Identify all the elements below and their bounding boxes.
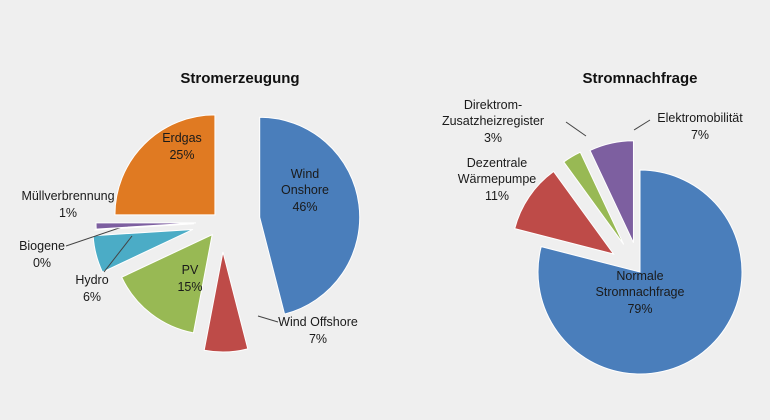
slice-label: PV xyxy=(181,263,199,277)
pie-slice xyxy=(203,251,249,353)
pie-slice xyxy=(92,228,194,273)
slice-value-label: 7% xyxy=(690,128,710,142)
pie-slice xyxy=(537,169,743,375)
leader-line xyxy=(103,235,133,273)
slice-label: Direktrom-Zusatzheizregister xyxy=(441,98,545,128)
slice-label: Normale Stromnachfrage xyxy=(595,269,685,299)
slice-label: Elektromobilität xyxy=(657,111,743,125)
slice-value-label: 46% xyxy=(292,200,318,214)
slice-value-label: 25% xyxy=(169,148,195,162)
leader-line xyxy=(565,121,587,137)
pie-slice xyxy=(121,233,213,334)
slice-label: Wind Onshore xyxy=(281,167,329,197)
chart-title: Stromerzeugung xyxy=(180,70,300,87)
slice-value-label: 79% xyxy=(627,302,653,316)
slice-label: Hydro xyxy=(75,273,109,287)
pie-slice xyxy=(589,140,634,243)
slice-value-label: 0% xyxy=(32,256,52,270)
slice-value-label: 1% xyxy=(58,206,78,220)
chart-title: Stromnachfrage xyxy=(582,70,698,87)
slice-label: Dezentrale Wärmepumpe xyxy=(457,156,537,186)
pie-slice xyxy=(514,170,615,255)
pie-slice xyxy=(94,223,195,231)
slice-value-label: 15% xyxy=(177,280,203,294)
leader-line xyxy=(65,224,129,247)
slice-value-label: 11% xyxy=(484,189,510,203)
slice-label: Biogene xyxy=(19,239,65,253)
slice-value-label: 6% xyxy=(82,290,102,304)
leader-line xyxy=(257,315,279,323)
slice-label: Müllverbrennung xyxy=(21,189,115,203)
slice-value-label: 7% xyxy=(308,332,328,346)
slice-value-label: 3% xyxy=(483,131,503,145)
leader-line xyxy=(633,119,651,131)
pie-slice xyxy=(95,222,197,230)
pie-slice xyxy=(114,114,216,216)
slice-label: Wind Offshore xyxy=(278,315,358,329)
pie-slice xyxy=(563,151,625,245)
pie-slice xyxy=(259,116,361,315)
slice-label: Erdgas xyxy=(162,131,202,145)
